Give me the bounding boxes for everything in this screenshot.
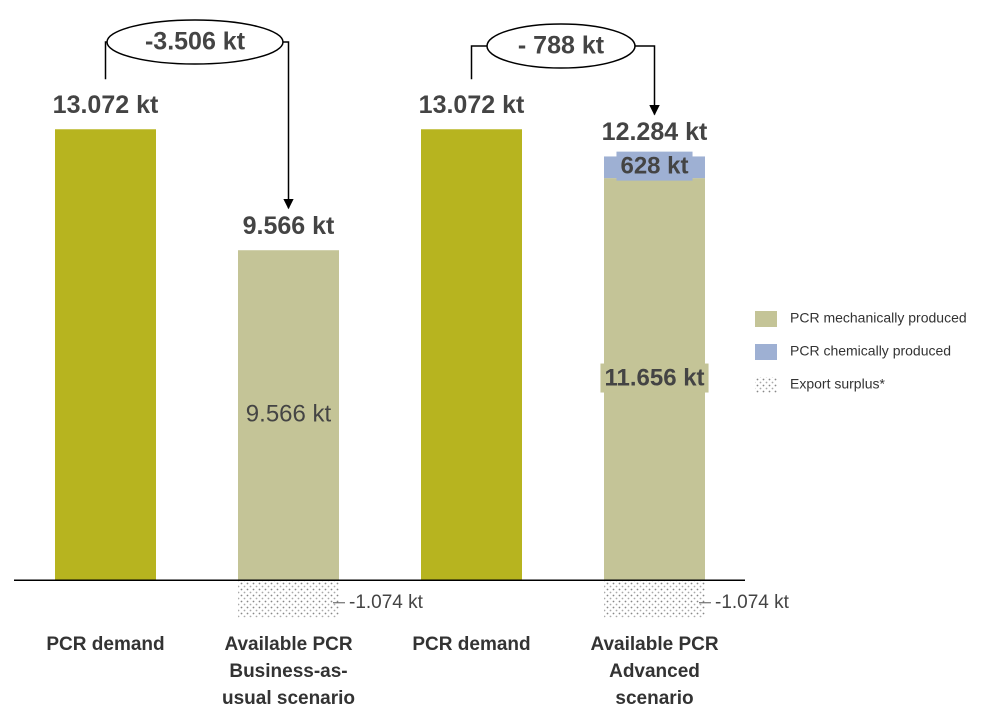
legend-swatch	[755, 311, 777, 327]
bar-segment	[238, 580, 339, 618]
value-label: 9.566 kt	[246, 401, 332, 428]
difference-connector	[470, 45, 487, 80]
difference-label: -3.506 kt	[145, 28, 246, 56]
difference-arrow	[283, 41, 294, 210]
label-background	[241, 399, 336, 429]
value-label: -1.074 kt	[715, 592, 790, 613]
bar-segment	[604, 580, 705, 618]
value-label: 11.656 kt	[604, 365, 704, 392]
value-label: -1.074 kt	[349, 592, 424, 613]
total-label: 12.284 kt	[602, 118, 708, 146]
total-label: 13.072 kt	[419, 91, 525, 119]
legend-swatch	[755, 344, 777, 360]
legend-text: PCR mechanically produced	[790, 310, 967, 326]
bar-segment	[421, 129, 522, 581]
legend-text: Export surplus*	[790, 376, 885, 392]
value-label-group: 9.566 kt	[241, 399, 336, 429]
difference-label: - 788 kt	[518, 32, 605, 60]
difference-bubble	[486, 23, 636, 69]
value-label-group: 628 kt	[616, 151, 693, 181]
label-background	[600, 363, 709, 393]
total-label: 13.072 kt	[53, 91, 159, 119]
label-background	[616, 151, 693, 181]
x-tick-label: Available PCR Advanced scenario	[590, 634, 719, 709]
x-tick-label: PCR demand	[412, 634, 531, 655]
difference-bubble	[106, 19, 284, 65]
legend-swatch	[755, 377, 777, 393]
legend-text: PCR chemically produced	[790, 343, 951, 359]
difference-connector	[104, 41, 107, 80]
x-tick-label: Available PCR Business-as-usual scenario	[221, 634, 356, 709]
bar-segment	[55, 129, 156, 581]
value-label-group: 11.656 kt	[600, 363, 709, 393]
difference-arrow	[635, 45, 660, 116]
total-label: 9.566 kt	[243, 212, 335, 240]
x-tick-label: PCR demand	[46, 634, 165, 655]
value-label: 628 kt	[620, 153, 688, 180]
